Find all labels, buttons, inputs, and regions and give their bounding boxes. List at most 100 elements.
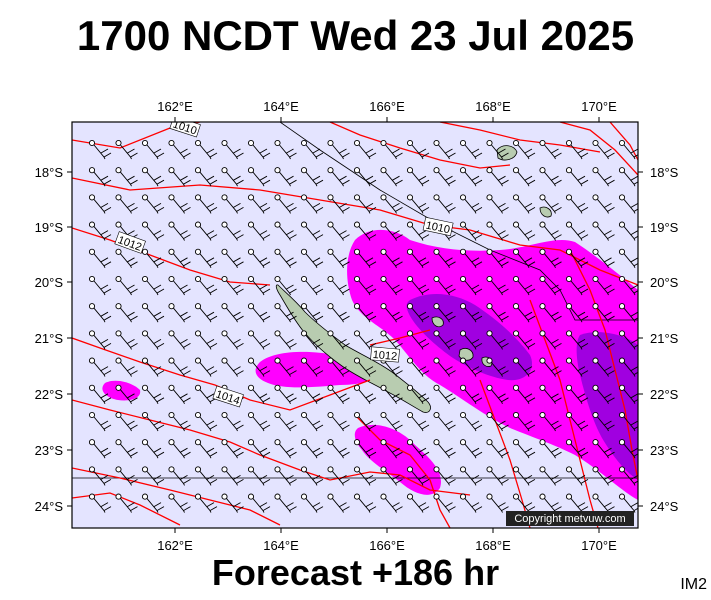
wind-barb [300, 194, 324, 214]
wind-barb [274, 248, 297, 269]
wind-barb [115, 248, 138, 269]
svg-text:Copyright metvuw.com: Copyright metvuw.com [514, 513, 625, 525]
wind-barb [486, 330, 509, 350]
isobar-line-4 [72, 337, 371, 411]
wind-barb [433, 411, 456, 432]
wind-barb [486, 194, 509, 214]
wind-barb [380, 411, 403, 432]
wind-barb [565, 466, 589, 486]
isobar-line-10 [559, 122, 638, 176]
wind-barb [512, 248, 536, 269]
isobar-line-14 [529, 299, 599, 528]
wind-barb [433, 248, 456, 269]
wind-barb [406, 248, 430, 269]
wind-barb [88, 357, 112, 377]
wind-barb [194, 357, 218, 377]
wind-barb [380, 493, 403, 513]
wind-barb [433, 330, 456, 350]
loyalty-island-2 [431, 316, 444, 328]
wind-barb [618, 357, 638, 377]
wind-barb [380, 167, 403, 187]
wind-barb [115, 384, 138, 405]
wind-barb [618, 275, 638, 296]
wind-barb [486, 167, 509, 187]
wind-barb [486, 411, 509, 432]
wind-barb [141, 411, 165, 432]
wind-barb [539, 357, 562, 377]
isobar-line-16 [479, 379, 531, 528]
wind-barb [115, 466, 138, 486]
wind-barb [406, 439, 430, 459]
wind-barb [353, 221, 377, 241]
wind-barb [539, 411, 562, 432]
wind-barb [327, 357, 350, 377]
wind-barb [247, 139, 271, 160]
wind-barb [221, 303, 244, 323]
wind-barb [247, 221, 271, 241]
wind-barb [406, 167, 430, 187]
wind-barb [459, 357, 483, 377]
wind-barb [327, 139, 350, 160]
wind-barb [247, 411, 271, 432]
wind-barb [221, 330, 244, 350]
lon-label-164-top: 164°E [263, 99, 299, 114]
wind-barb [592, 303, 615, 323]
wind-barb [327, 493, 350, 513]
wind-barb [406, 275, 430, 296]
lon-labels-top: 162°E 164°E 166°E 168°E 170°E [157, 99, 617, 114]
wind-barb [300, 330, 324, 350]
lat-label-23-right: 23°S [650, 443, 679, 458]
wind-barb [433, 275, 456, 296]
lon-ticks [174, 117, 600, 533]
wind-barb [115, 139, 138, 160]
wind-barb [300, 493, 324, 513]
wind-barb [88, 384, 112, 405]
wind-barb [592, 194, 615, 214]
wind-barb [406, 221, 430, 241]
wind-barb [565, 411, 589, 432]
wind-barb [486, 493, 509, 513]
wind-barb [512, 330, 536, 350]
isobar-line-6 [72, 467, 281, 526]
wind-barb [380, 221, 403, 241]
rain-area-south [354, 424, 441, 495]
map-title: 1700 NCDT Wed 23 Jul 2025 [76, 12, 635, 59]
wind-barb [247, 357, 271, 377]
wind-barb [486, 248, 509, 269]
wind-barb [486, 221, 509, 241]
wind-barb [327, 303, 350, 323]
wind-barb [194, 303, 218, 323]
wind-barb [592, 384, 615, 405]
wind-barb [327, 439, 350, 459]
wind-barb [274, 194, 297, 214]
wind-barb [88, 248, 112, 269]
wind-barb [433, 493, 456, 513]
wind-barb [247, 466, 271, 486]
wind-barb [274, 384, 297, 405]
wind-barb [539, 221, 562, 241]
wind-barb [539, 303, 562, 323]
isobar-line-13 [354, 414, 451, 528]
wind-barb [194, 493, 218, 513]
lat-label-21-right: 21°S [650, 331, 679, 346]
wind-barb [88, 466, 112, 486]
wind-barb [486, 303, 509, 323]
wind-barb [565, 439, 589, 459]
isobar-label-2: 1010 [422, 216, 454, 236]
lat-ticks [67, 171, 643, 507]
wind-barb [327, 167, 350, 187]
wind-barb [353, 439, 377, 459]
wind-barb [168, 493, 191, 513]
wind-barb [380, 303, 403, 323]
wind-barb [512, 275, 536, 296]
wind-barb [618, 139, 638, 160]
wind-barb [406, 139, 430, 160]
wind-barb [459, 493, 483, 513]
wind-barb [486, 275, 509, 296]
wind-barb [115, 275, 138, 296]
lat-labels-right: 18°S 19°S 20°S 21°S 22°S 23°S 24°S [650, 165, 679, 514]
wind-barb [539, 439, 562, 459]
wind-barb [353, 384, 377, 405]
lon-labels-bottom: 162°E 164°E 166°E 168°E 170°E [157, 538, 617, 553]
